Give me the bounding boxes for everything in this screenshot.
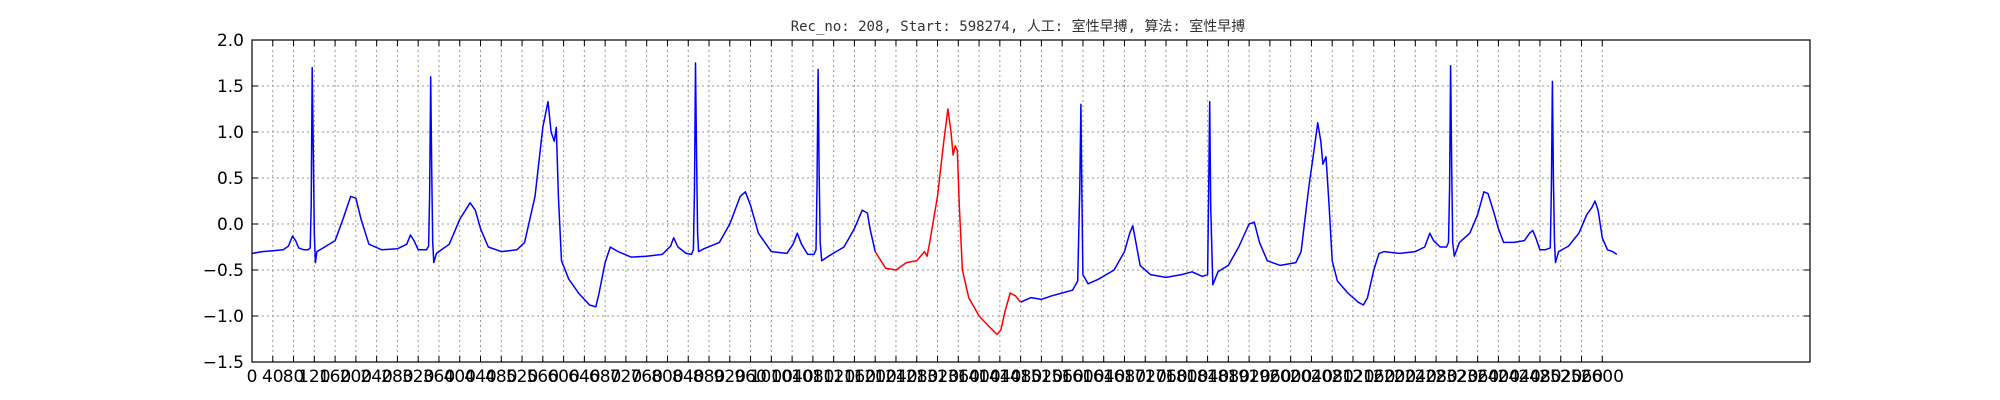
series-1-line <box>874 108 1022 336</box>
y-tick-label: −1.0 <box>203 307 244 327</box>
x-tick-label: 1600 <box>1061 367 1104 387</box>
x-tick-label: 160 <box>319 367 351 387</box>
y-tick-label: 0.0 <box>217 215 244 235</box>
x-tick-label: 2000 <box>1269 367 1312 387</box>
x-tick-label: 1480 <box>999 367 1042 387</box>
x-tick-label: 1400 <box>957 367 1000 387</box>
x-tick-label: 200 <box>340 367 372 387</box>
grid-lines <box>251 39 1810 363</box>
x-tick-label: 1720 <box>1124 367 1167 387</box>
x-tick-label: 640 <box>568 367 600 387</box>
series-2-line <box>1020 65 1618 306</box>
x-tick-label: 2240 <box>1394 367 1437 387</box>
x-tick-label: 0 <box>247 367 258 387</box>
x-tick-label: 2520 <box>1539 367 1582 387</box>
y-axis: −1.5 −1.0 −0.5 0.0 0.5 1.0 1.5 2.0 <box>203 31 1810 373</box>
x-tick-label: 1280 <box>895 367 938 387</box>
x-tick-label: 2320 <box>1435 367 1478 387</box>
x-tick-label: 440 <box>464 367 496 387</box>
x-tick-label: 2360 <box>1456 367 1499 387</box>
x-tick-label: 2480 <box>1518 367 1561 387</box>
x-tick-label: 1240 <box>874 367 917 387</box>
x-tick-label: 2560 <box>1560 367 1603 387</box>
x-tick-label: 2440 <box>1498 367 1541 387</box>
ecg-traces <box>251 62 1618 336</box>
x-tick-label: 400 <box>444 367 476 387</box>
x-tick-label: 480 <box>485 367 517 387</box>
x-tick-label: 1760 <box>1144 367 1187 387</box>
y-tick-label: 1.5 <box>217 77 244 97</box>
x-axis: 0 40 8012016020024028032036040044048052056… <box>247 40 1624 387</box>
x-tick-label: 680 <box>589 367 621 387</box>
x-tick-label: 40 <box>262 367 284 387</box>
x-tick-label: 1800 <box>1165 367 1208 387</box>
x-tick-label: 120 <box>298 367 330 387</box>
x-tick-label: 320 <box>402 367 434 387</box>
x-tick-label: 1960 <box>1248 367 1291 387</box>
x-tick-label: 720 <box>610 367 642 387</box>
x-tick-label: 2600 <box>1581 367 1624 387</box>
x-tick-label: 2160 <box>1352 367 1395 387</box>
x-tick-label: 1120 <box>812 367 855 387</box>
x-tick-label: 2280 <box>1414 367 1457 387</box>
x-tick-label: 240 <box>360 367 392 387</box>
x-tick-label: 600 <box>547 367 579 387</box>
x-tick-label: 520 <box>506 367 538 387</box>
y-tick-label: 1.0 <box>217 123 244 143</box>
y-tick-label: 2.0 <box>217 31 244 51</box>
x-tick-label: 880 <box>693 367 725 387</box>
x-tick-label: 760 <box>630 367 662 387</box>
x-tick-label: 1560 <box>1041 367 1084 387</box>
x-tick-label: 1080 <box>791 367 834 387</box>
x-tick-label: 2120 <box>1331 367 1374 387</box>
x-tick-label: 1320 <box>916 367 959 387</box>
x-tick-label: 960 <box>734 367 766 387</box>
x-tick-label: 280 <box>381 367 413 387</box>
x-tick-label: 1160 <box>833 367 876 387</box>
series-0-line <box>251 62 876 308</box>
x-tick-label: 2040 <box>1290 367 1333 387</box>
y-tick-label: 0.5 <box>217 169 244 189</box>
x-tick-label: 1640 <box>1082 367 1125 387</box>
x-tick-label: 1680 <box>1103 367 1146 387</box>
x-tick-label: 1000 <box>750 367 793 387</box>
x-tick-label: 360 <box>423 367 455 387</box>
x-tick-label: 2200 <box>1373 367 1416 387</box>
x-tick-label: 800 <box>651 367 683 387</box>
chart-title: Rec_no: 208, Start: 598274, 人工: 室性早搏, 算法… <box>791 18 1246 35</box>
x-tick-label: 1440 <box>978 367 1021 387</box>
y-tick-label: −0.5 <box>203 261 244 281</box>
x-tick-label: 2080 <box>1311 367 1354 387</box>
x-tick-label: 1520 <box>1020 367 1063 387</box>
x-tick-label: 1360 <box>937 367 980 387</box>
x-tick-label: 560 <box>527 367 559 387</box>
x-tick-label: 840 <box>672 367 704 387</box>
x-tick-label: 920 <box>714 367 746 387</box>
x-tick-label: 1040 <box>770 367 813 387</box>
y-tick-label: −1.5 <box>203 353 244 373</box>
x-tick-label: 80 <box>283 367 305 387</box>
x-tick-label: 2400 <box>1477 367 1520 387</box>
x-tick-label: 1840 <box>1186 367 1229 387</box>
plot-area-frame <box>251 39 1811 363</box>
x-tick-label: 1200 <box>854 367 897 387</box>
x-tick-label: 1920 <box>1227 367 1270 387</box>
x-tick-label: 1880 <box>1207 367 1250 387</box>
